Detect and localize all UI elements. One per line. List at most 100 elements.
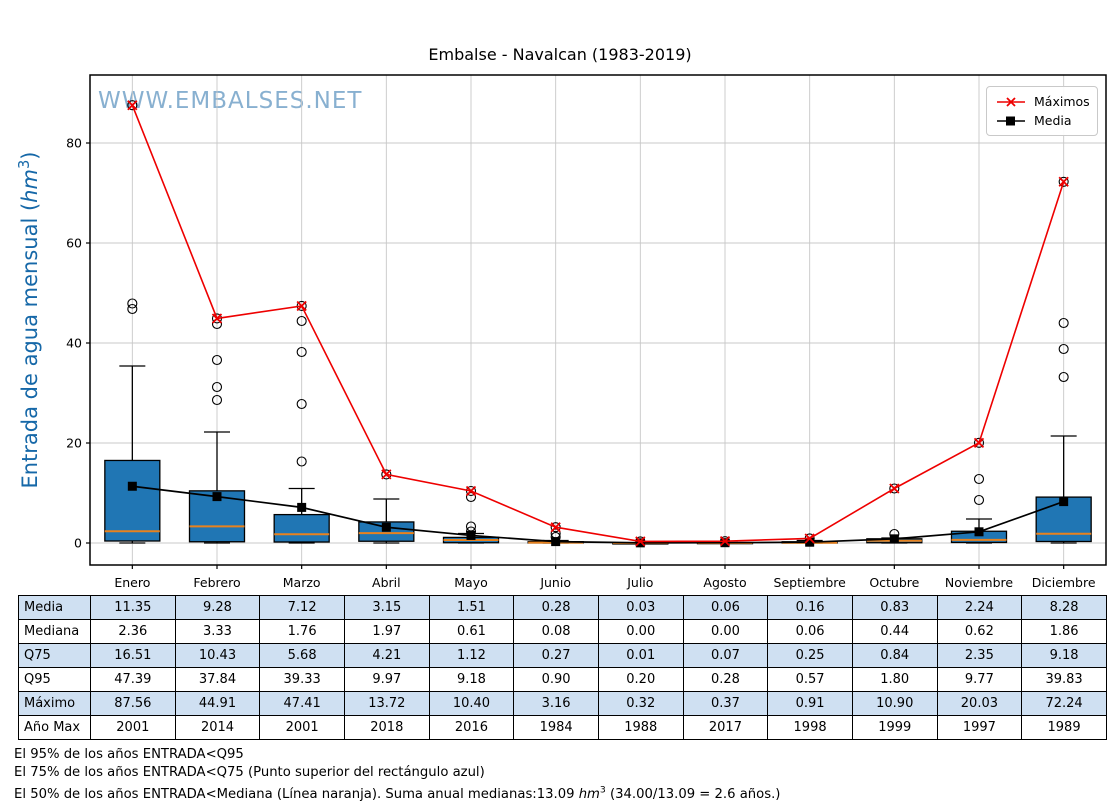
y-axis-label-sup: 3 [16, 159, 33, 170]
x-tick-label: Agosto [703, 575, 746, 590]
maximos-marker [127, 100, 138, 111]
table-cell: 0.28 [513, 595, 599, 620]
media-marker [805, 537, 815, 547]
x-tick-label: Abril [372, 575, 401, 590]
maximos-marker [550, 522, 561, 533]
note-q75: El 75% de los años ENTRADA<Q75 (Punto su… [14, 765, 485, 780]
table-cell: 2018 [343, 715, 430, 740]
outlier-marker [211, 354, 223, 366]
note-mediana-unit: hm [578, 787, 600, 802]
table-row-label: Mediana [18, 619, 91, 644]
x-tick-label: Octubre [869, 575, 919, 590]
outlier-marker [127, 298, 138, 309]
note-mediana-close: (34.00/13.09 = 2.6 años.) [605, 787, 781, 802]
table-cell: 2014 [174, 715, 261, 740]
table-cell: 2001 [90, 715, 176, 740]
table-cell: 1989 [1021, 715, 1107, 740]
table-row: Q95 47.39 37.84 39.33 9.97 9.18 0.90 0.20 0.28 0.… [18, 667, 1107, 692]
maximos-marker [973, 437, 985, 448]
table-cell: 0.06 [767, 619, 853, 644]
table-cell: 1.97 [343, 619, 430, 644]
table-cell: 2.24 [936, 595, 1023, 620]
table-cell: 1.86 [1021, 619, 1107, 644]
outlier-marker [296, 346, 307, 358]
table-row-label: Q75 [18, 643, 91, 668]
legend-label-maximos: Máximos [1034, 94, 1090, 109]
maximos-marker [296, 300, 307, 312]
table-cell: 9.18 [428, 667, 515, 692]
table-cell: 0.06 [682, 595, 769, 620]
table-cell: 3.33 [174, 619, 261, 644]
table-cell: 0.90 [513, 667, 599, 692]
y-axis-label: Entrada de agua mensual (hm3) [13, 75, 47, 565]
table-cell: 9.97 [343, 667, 430, 692]
table-cell: 3.15 [343, 595, 430, 620]
y-tick-label: 20 [66, 436, 82, 451]
outlier-marker [1058, 176, 1069, 187]
x-tick-label: Julio [626, 575, 653, 590]
table-cell: 1997 [936, 715, 1023, 740]
media-marker [635, 538, 645, 548]
table-cell: 4.21 [343, 643, 430, 668]
outlier-marker [973, 494, 985, 506]
y-axis-label-close: ) [18, 151, 42, 160]
outlier-marker [973, 437, 985, 448]
maximos-line-icon [997, 96, 1025, 107]
table-cell: 0.27 [513, 643, 599, 668]
table-row-label: Media [18, 595, 91, 620]
legend-label-media: Media [1034, 113, 1072, 128]
outlier-marker [889, 483, 900, 494]
table-row: Año Max 2001 2014 2001 2018 2016 1984 1988 2017 1… [18, 715, 1107, 740]
table-cell: 13.72 [343, 691, 430, 716]
media-marker [551, 537, 561, 547]
table-cell: 0.84 [851, 643, 938, 668]
table-cell: 39.33 [259, 667, 345, 692]
table-cell: 0.07 [682, 643, 769, 668]
box-enero [104, 459, 161, 542]
table-cell: 0.16 [767, 595, 853, 620]
table-cell: 2016 [428, 715, 515, 740]
table-cell: 0.08 [513, 619, 599, 644]
stats-table: Media 11.35 9.28 7.12 3.15 1.51 0.28 0.03 0.06 0.… [18, 595, 1107, 740]
maximos-marker [211, 313, 223, 324]
table-cell: 10.43 [174, 643, 261, 668]
x-tick-label: Septiembre [774, 575, 847, 590]
y-axis-label-unit: hm [18, 169, 42, 203]
plot-border [89, 74, 1107, 566]
table-cell: 9.18 [1021, 643, 1107, 668]
outlier-marker [211, 394, 223, 406]
table-cell: 0.61 [428, 619, 515, 644]
table-cell: 0.00 [597, 619, 684, 644]
media-line [132, 485, 1064, 544]
maximos-line [131, 104, 1065, 543]
table-cell: 0.01 [597, 643, 684, 668]
table-cell: 1.51 [428, 595, 515, 620]
legend-item-media: Media [995, 111, 1089, 130]
outlier-marker [296, 456, 307, 467]
table-cell: 20.03 [936, 691, 1023, 716]
maximos-marker [381, 469, 392, 480]
outlier-marker [465, 491, 477, 503]
outlier-marker [127, 100, 138, 111]
table-cell: 9.77 [936, 667, 1023, 692]
table-cell: 0.28 [682, 667, 769, 692]
table-row: Mediana 2.36 3.33 1.76 1.97 0.61 0.08 0.00 0.00 0… [18, 619, 1107, 644]
table-cell: 16.51 [90, 643, 176, 668]
outlier-marker [465, 485, 477, 497]
table-cell: 44.91 [174, 691, 261, 716]
media-line-icon [997, 116, 1025, 125]
table-row: Q75 16.51 10.43 5.68 4.21 1.12 0.27 0.01 0.07 0.2… [18, 643, 1107, 668]
legend-item-maximos: Máximos [995, 92, 1090, 111]
legend: Máximos Media [986, 86, 1098, 136]
y-tick-label: 0 [74, 536, 82, 551]
x-tick-label: Junio [539, 575, 571, 590]
outlier-marker [1058, 317, 1069, 329]
table-cell: 47.39 [90, 667, 176, 692]
x-tick-label: Marzo [283, 575, 321, 590]
outlier-marker [1058, 343, 1069, 355]
maximos-marker [1058, 176, 1069, 187]
table-cell: 0.44 [851, 619, 938, 644]
note-mediana-sup: 3 [599, 784, 606, 796]
table-row-label: Año Max [18, 715, 91, 740]
table-cell: 10.90 [851, 691, 938, 716]
